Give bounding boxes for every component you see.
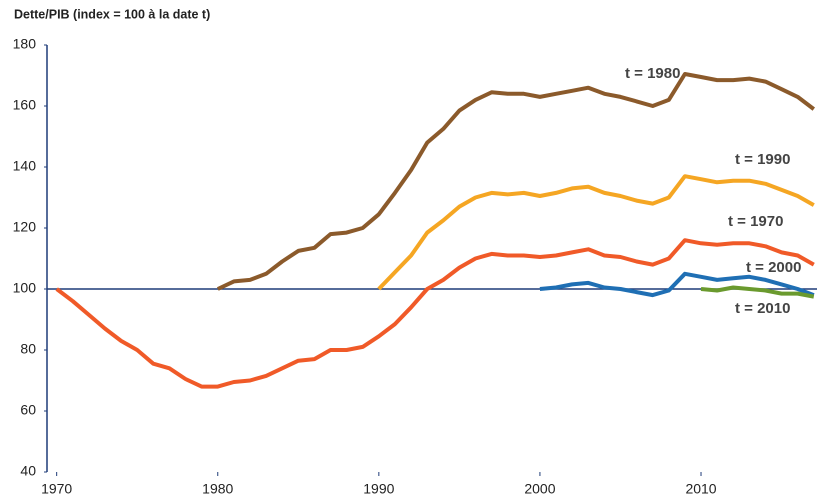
x-tick-label: 2010 bbox=[685, 481, 716, 497]
series-line bbox=[700, 285, 815, 299]
series-line bbox=[216, 72, 816, 291]
y-tick-label: 100 bbox=[13, 280, 37, 296]
chart-title: Dette/PIB (index = 100 à la date t) bbox=[14, 7, 210, 21]
series-label: t = 1990 bbox=[735, 151, 790, 168]
x-tick-label: 1980 bbox=[202, 481, 233, 497]
y-tick-label: 80 bbox=[20, 341, 36, 357]
y-tick-label: 120 bbox=[13, 219, 37, 235]
y-tick-label: 140 bbox=[13, 158, 37, 174]
series-line bbox=[377, 174, 815, 291]
series-label: t = 2000 bbox=[746, 259, 801, 276]
x-tick-label: 1990 bbox=[363, 481, 394, 497]
series-label: t = 1980 bbox=[625, 65, 680, 82]
y-tick-label: 40 bbox=[20, 463, 36, 479]
x-tick-label: 2000 bbox=[524, 481, 555, 497]
y-tick-label: 160 bbox=[13, 97, 37, 113]
x-tick-label: 1970 bbox=[41, 481, 72, 497]
series-label: t = 2010 bbox=[735, 300, 790, 317]
y-tick-label: 60 bbox=[20, 402, 36, 418]
y-tick-label: 180 bbox=[13, 36, 37, 52]
series-label: t = 1970 bbox=[728, 213, 783, 230]
series-line bbox=[55, 238, 815, 389]
series-line bbox=[539, 271, 815, 298]
